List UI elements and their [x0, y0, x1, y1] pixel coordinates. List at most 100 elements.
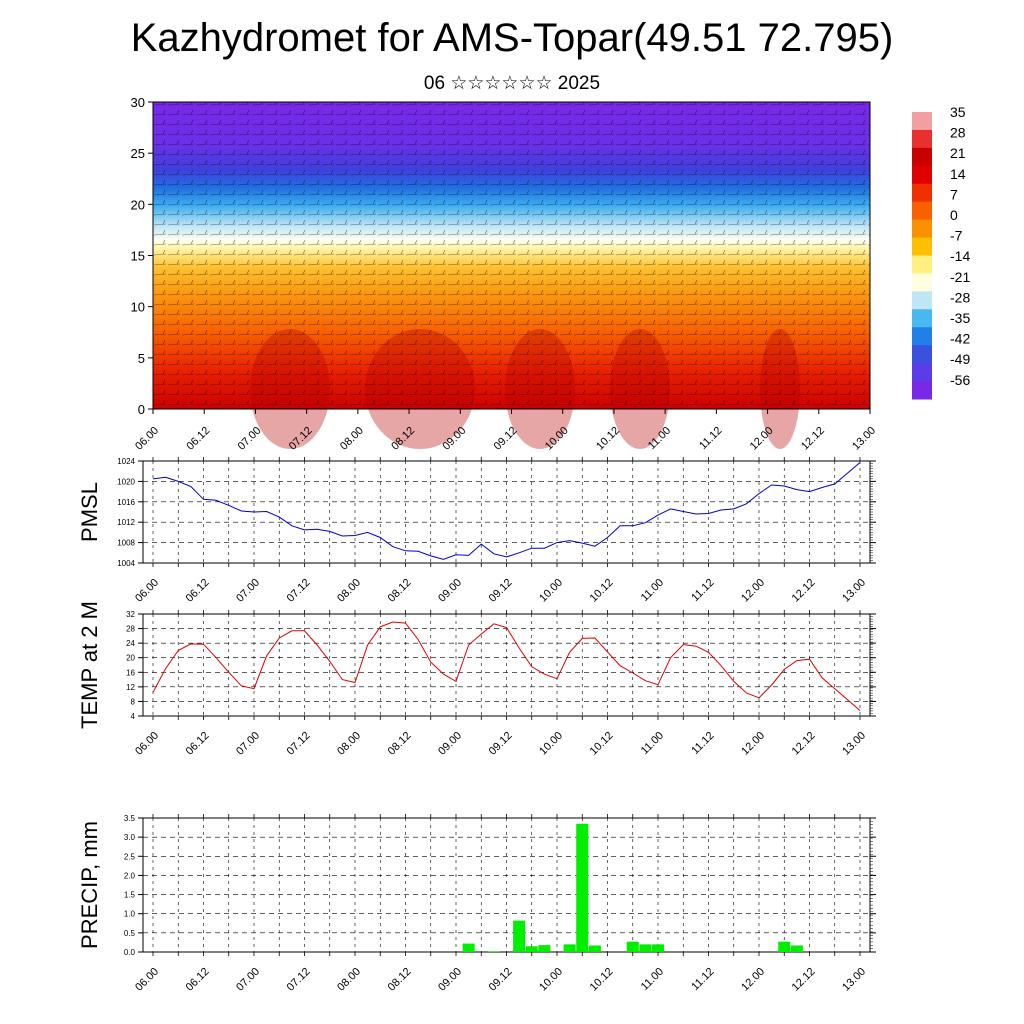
y-tick-label: 1008: [117, 539, 135, 548]
x-tick-label: 11.00: [639, 966, 666, 993]
x-tick-label: 11.12: [689, 577, 716, 604]
y-tick-label: 32: [126, 610, 135, 619]
y-tick-label: 20: [131, 197, 145, 212]
x-tick-label: 12.12: [790, 577, 818, 605]
x-tick-label: 06.00: [133, 730, 161, 758]
x-tick-label: 11.12: [689, 730, 716, 757]
y-tick-label: 25: [131, 146, 145, 161]
colorbar-swatch: [912, 381, 932, 400]
colorbar-swatch: [912, 327, 932, 346]
x-tick-label: 10.00: [537, 577, 565, 605]
precip-bar: [790, 945, 803, 952]
precip-bar: [652, 944, 664, 952]
y-tick-label: 5: [138, 351, 145, 366]
x-tick-label: 11.00: [646, 425, 673, 452]
x-tick-label: 12.00: [748, 425, 776, 453]
y-tick-label: 30: [131, 95, 145, 110]
colorbar-swatch: [912, 345, 932, 364]
x-tick-label: 06.12: [184, 425, 212, 453]
x-tick-label: 10.12: [588, 966, 616, 994]
precip-bar: [513, 920, 526, 952]
x-tick-label: 09.00: [436, 577, 464, 605]
x-tick-label: 13.00: [850, 425, 878, 453]
y-tick-label: 3.5: [124, 814, 136, 823]
x-tick-label: 09.12: [487, 966, 515, 994]
x-tick-label: 10.12: [588, 730, 616, 758]
y-tick-label: 12: [126, 683, 135, 692]
colorbar-swatch: [912, 255, 932, 274]
warm-anomaly: [610, 329, 670, 449]
precip-bar: [778, 941, 791, 952]
x-tick-label: 10.12: [588, 577, 616, 605]
series-line: [152, 621, 861, 711]
colorbar-label: 7: [950, 186, 958, 202]
colorbar-label: 14: [950, 166, 966, 182]
precip-bar: [525, 946, 538, 952]
precip-bar: [626, 941, 639, 952]
precip-bar: [588, 945, 601, 952]
colorbar-label: 28: [950, 125, 966, 141]
temperature-field: [153, 102, 870, 409]
colorbar-swatch: [912, 237, 932, 256]
x-tick-label: 10.12: [594, 425, 622, 453]
y-tick-label: 2.0: [124, 871, 136, 880]
x-tick-label: 06.12: [184, 577, 212, 605]
colorbar-label: 35: [950, 104, 966, 120]
colorbar-label: -56: [950, 372, 970, 388]
x-tick-label: 13.00: [840, 730, 868, 758]
y-tick-label: 4: [131, 712, 136, 721]
colorbar-swatch: [912, 291, 932, 310]
colorbar-swatch: [912, 273, 932, 292]
y-tick-label: 10: [131, 300, 145, 315]
y-tick-label: 0.0: [124, 948, 136, 957]
plot-frame: [142, 613, 871, 717]
x-tick-label: 07.00: [234, 730, 262, 758]
x-tick-label: 12.00: [739, 577, 767, 605]
x-tick-label: 09.00: [436, 966, 464, 994]
y-tick-label: 2.5: [124, 852, 136, 861]
x-tick-label: 07.12: [285, 577, 313, 605]
x-tick-label: 11.12: [697, 425, 724, 452]
y-axis-label: TEMP at 2 M: [77, 601, 102, 729]
precip-bar: [538, 945, 551, 952]
chart-subtitle: 06 ☆☆☆☆☆☆ 2025: [423, 73, 601, 94]
x-tick-label: 07.00: [234, 577, 262, 605]
colorbar-swatch: [912, 309, 932, 328]
x-tick-label: 13.00: [840, 577, 868, 605]
y-axis-label: PMSL: [77, 482, 102, 542]
x-tick-label: 07.12: [285, 966, 313, 994]
colorbar-swatch: [912, 165, 932, 185]
x-tick-label: 09.12: [487, 577, 515, 605]
colorbar-swatch: [912, 363, 932, 382]
y-axis-label: PRECIP, mm: [77, 821, 102, 949]
y-tick-label: 0: [138, 402, 145, 417]
x-tick-label: 07.00: [234, 966, 262, 994]
x-tick-label: 10.00: [537, 730, 565, 758]
x-tick-label: 12.00: [739, 966, 767, 994]
colorbar-label: -49: [950, 351, 970, 367]
y-tick-label: 1.5: [124, 891, 136, 900]
precip-bar: [576, 823, 589, 952]
y-tick-label: 1016: [117, 498, 135, 507]
x-tick-label: 08.00: [338, 425, 366, 453]
x-tick-label: 09.00: [436, 730, 464, 758]
colorbar-swatch: [912, 112, 932, 131]
x-tick-label: 06.12: [184, 730, 212, 758]
x-tick-label: 11.00: [639, 577, 666, 604]
y-tick-label: 1024: [117, 457, 135, 466]
x-tick-label: 12.12: [790, 966, 818, 994]
x-tick-label: 13.00: [840, 966, 868, 994]
x-tick-label: 12.00: [739, 730, 767, 758]
chart-title: Kazhydromet for AMS-Topar(49.51 72.795): [130, 16, 894, 60]
y-tick-label: 20: [126, 654, 135, 663]
series-line: [152, 462, 861, 560]
x-tick-label: 06.12: [184, 966, 212, 994]
colorbar-swatch: [912, 219, 932, 239]
warm-anomaly: [505, 329, 575, 449]
colorbar-swatch: [912, 183, 932, 203]
x-tick-label: 10.00: [543, 425, 571, 453]
